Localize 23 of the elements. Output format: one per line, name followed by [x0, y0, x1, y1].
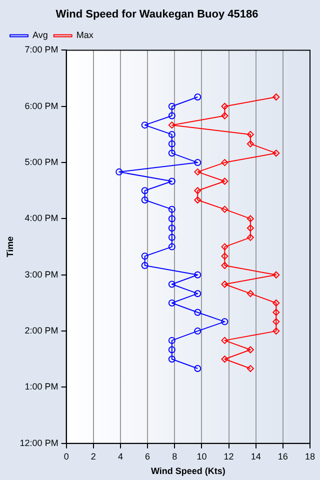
x-tick-label: 14 — [250, 451, 261, 462]
y-tick-label: 1:00 PM — [24, 382, 58, 392]
x-tick-label: 12 — [224, 451, 234, 462]
x-axis-title: Wind Speed (Kts) — [150, 466, 226, 476]
y-tick-label: 2:00 PM — [24, 326, 58, 336]
x-tick-label: 18 — [304, 451, 316, 462]
legend-label: Max — [76, 30, 94, 40]
x-tick-label: 0 — [64, 451, 69, 462]
y-tick-label: 3:00 PM — [24, 269, 58, 280]
x-tick-label: 2 — [90, 451, 96, 462]
legend-label: Avg — [32, 30, 48, 40]
x-tick-label: 10 — [196, 451, 207, 462]
y-tick-label: 12:00 PM — [20, 438, 58, 448]
x-tick-label: 8 — [172, 451, 178, 462]
y-axis-title: Time — [4, 236, 15, 258]
x-tick-label: 16 — [278, 451, 288, 462]
chart-title: Wind Speed for Waukegan Buoy 45186 — [56, 8, 258, 21]
y-tick-label: 4:00 PM — [24, 213, 58, 224]
x-tick-label: 4 — [118, 451, 123, 462]
x-tick-label: 6 — [145, 451, 150, 462]
y-tick-label: 7:00 PM — [24, 44, 58, 55]
y-tick-label: 6:00 PM — [24, 100, 58, 111]
y-tick-label: 5:00 PM — [24, 157, 58, 168]
